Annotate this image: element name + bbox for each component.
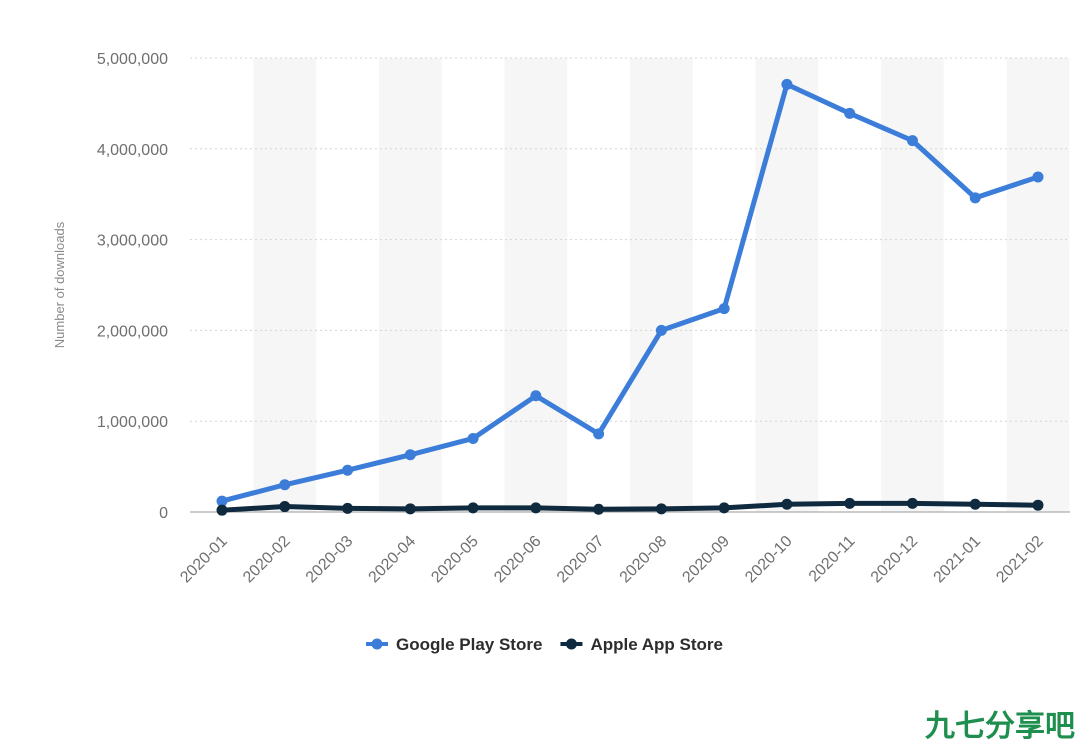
data-point[interactable]	[404, 449, 416, 461]
x-tick-label: 2020-06	[491, 533, 545, 587]
data-point[interactable]	[718, 502, 730, 514]
legend-label[interactable]: Google Play Store	[396, 635, 542, 654]
x-tick-label: 2020-11	[806, 533, 859, 586]
legend-swatch-marker	[371, 638, 383, 650]
y-tick-label: 2,000,000	[97, 323, 168, 340]
legend-label[interactable]: Apple App Store	[590, 635, 723, 654]
legend[interactable]: Google Play Store Apple App Store	[366, 635, 723, 654]
y-tick-label: 1,000,000	[97, 414, 168, 431]
y-tick-label: 4,000,000	[97, 142, 168, 159]
y-axis-ticks: 0 1,000,000 2,000,000 3,000,000 4,000,000 5,0…	[97, 51, 168, 522]
x-tick-label: 2020-10	[742, 533, 796, 587]
x-tick-label: 2020-08	[617, 533, 671, 587]
y-axis-title: Number of downloads	[52, 221, 67, 348]
data-point[interactable]	[342, 502, 354, 514]
data-point[interactable]	[530, 502, 542, 514]
data-point[interactable]	[279, 479, 291, 491]
data-point[interactable]	[906, 497, 918, 509]
data-point[interactable]	[216, 504, 228, 516]
x-tick-label: 2020-01	[177, 533, 231, 587]
column-band	[1006, 58, 1070, 512]
x-tick-label: 2021-01	[931, 533, 985, 587]
column-band	[755, 58, 819, 512]
data-point[interactable]	[593, 503, 605, 515]
legend-swatch-marker	[565, 638, 577, 650]
data-point[interactable]	[969, 192, 981, 204]
column-band	[881, 58, 944, 512]
x-axis-ticks: 2020-01 2020-02 2020-03 2020-04 2020-05 2020-…	[177, 533, 1047, 587]
column-band	[504, 58, 568, 512]
watermark-text: 九七分享吧	[925, 709, 1075, 743]
series-line	[219, 500, 1041, 513]
x-tick-label: 2020-04	[366, 533, 420, 587]
series-lines	[216, 78, 1044, 516]
column-band	[378, 58, 442, 512]
x-tick-label: 2020-07	[554, 533, 608, 587]
data-point[interactable]	[718, 303, 730, 315]
column-band	[630, 58, 693, 512]
data-point[interactable]	[655, 324, 667, 336]
data-point[interactable]	[593, 428, 605, 440]
data-point[interactable]	[844, 107, 856, 119]
data-point[interactable]	[530, 390, 542, 402]
data-point[interactable]	[781, 78, 793, 90]
series-line	[219, 81, 1041, 504]
data-point[interactable]	[1032, 171, 1044, 183]
alternating-column-bands	[253, 58, 1070, 512]
data-point[interactable]	[216, 495, 228, 507]
column-band	[253, 58, 317, 512]
x-tick-label: 2021-02	[993, 533, 1047, 587]
data-point[interactable]	[969, 498, 981, 510]
y-tick-label: 5,000,000	[97, 51, 168, 68]
data-point[interactable]	[655, 503, 667, 515]
data-point[interactable]	[342, 464, 354, 476]
data-point[interactable]	[279, 501, 291, 513]
x-tick-label: 2020-02	[240, 533, 294, 587]
y-tick-label: 3,000,000	[97, 233, 168, 250]
data-point[interactable]	[781, 498, 793, 510]
x-tick-label: 2020-03	[303, 533, 357, 587]
gridlines	[190, 57, 1070, 513]
x-tick-label: 2020-12	[868, 533, 922, 587]
data-point[interactable]	[844, 497, 856, 509]
data-point[interactable]	[467, 432, 479, 444]
data-point[interactable]	[1032, 499, 1044, 511]
data-point[interactable]	[906, 135, 918, 147]
data-point[interactable]	[467, 502, 479, 514]
data-point[interactable]	[404, 503, 416, 515]
x-tick-label: 2020-09	[679, 533, 733, 587]
y-tick-label: 0	[159, 505, 168, 522]
x-tick-label: 2020-05	[428, 533, 482, 587]
